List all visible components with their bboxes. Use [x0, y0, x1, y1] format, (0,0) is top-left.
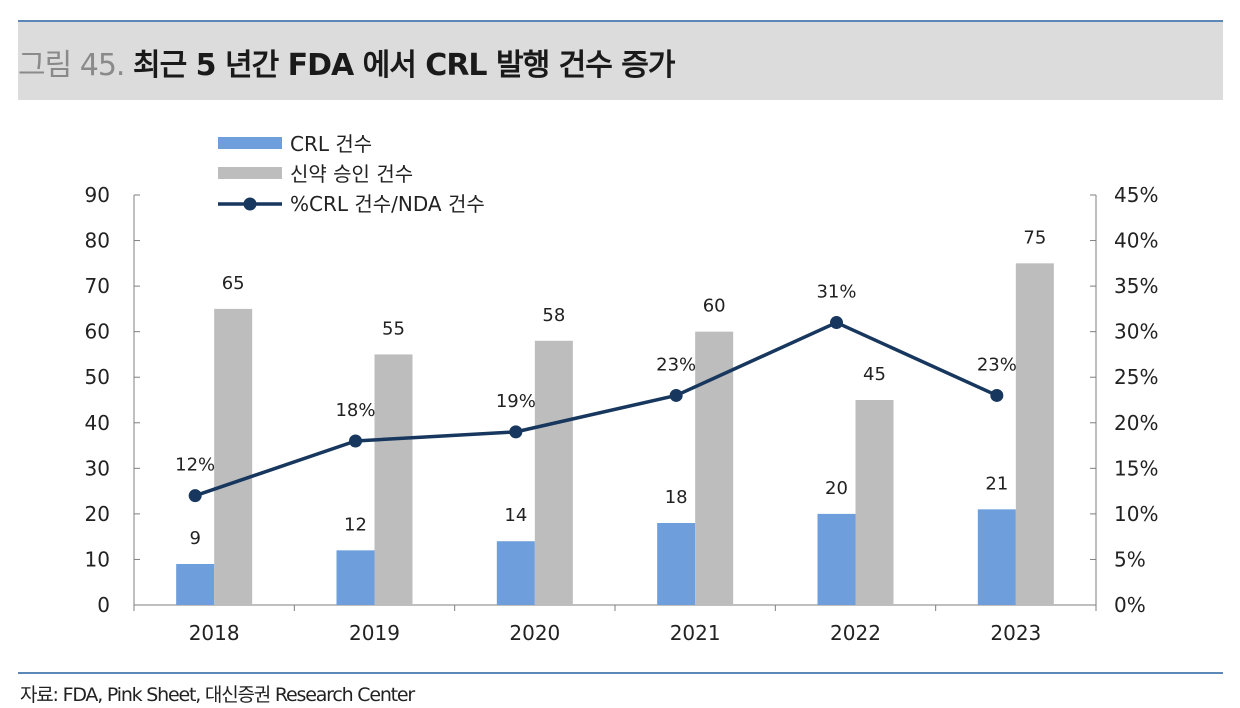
left-tick-label: 60 [85, 320, 110, 344]
x-tick-label: 2018 [189, 621, 240, 645]
crl-ratio-label: 12% [175, 455, 215, 476]
approval-bar [374, 354, 413, 605]
crl-bar-label: 9 [189, 528, 200, 549]
title-top-rule [18, 20, 1223, 22]
x-tick-label: 2022 [830, 621, 881, 645]
crl-bar-label: 20 [825, 478, 848, 499]
crl-ratio-point [349, 434, 362, 448]
legend-crl-swatch [218, 137, 282, 149]
right-tick-label: 20% [1114, 411, 1158, 435]
crl-bar-label: 14 [504, 505, 527, 526]
approval-bar-label: 58 [542, 305, 565, 326]
crl-ratio-point [830, 316, 843, 330]
crl-ratio-point [509, 425, 523, 439]
approval-bar-label: 65 [222, 273, 245, 294]
left-tick-label: 50 [85, 365, 110, 389]
figure-title-text: 최근 5 년간 FDA 에서 CRL 발행 건수 증가 [133, 48, 675, 83]
legend-ratio-marker [243, 197, 257, 211]
title-band [18, 22, 1223, 100]
source-note: 자료: FDA, Pink Sheet, 대신증권 Research Cente… [20, 684, 415, 706]
approval-bar-label: 45 [863, 364, 886, 385]
crl-ratio-label: 19% [496, 391, 536, 412]
x-tick-label: 2020 [509, 621, 560, 645]
crl-ratio-label: 23% [656, 354, 696, 375]
crl-bar-label: 12 [344, 514, 367, 535]
legend-approval-label: 신약 승인 건수 [290, 162, 413, 186]
crl-ratio-point [669, 388, 683, 402]
right-tick-label: 5% [1114, 547, 1146, 571]
crl-bar [496, 541, 535, 605]
approval-bar-label: 60 [703, 296, 726, 317]
crl-bar-label: 18 [665, 487, 688, 508]
crl-ratio-label: 31% [816, 282, 856, 303]
right-tick-label: 35% [1114, 274, 1158, 298]
left-tick-label: 80 [85, 229, 110, 253]
left-tick-label: 70 [85, 274, 110, 298]
right-tick-label: 45% [1114, 183, 1158, 207]
left-tick-label: 30 [85, 456, 110, 480]
crl-bar [657, 523, 696, 605]
crl-bar-label: 21 [985, 473, 1008, 494]
right-tick-label: 30% [1114, 320, 1158, 344]
left-tick-label: 40 [85, 411, 110, 435]
approval-bar-label: 75 [1023, 227, 1046, 248]
legend-crl-label: CRL 건수 [290, 132, 372, 156]
right-tick-label: 25% [1114, 365, 1158, 389]
x-tick-label: 2021 [670, 621, 721, 645]
crl-bar [817, 513, 856, 605]
right-tick-label: 0% [1114, 593, 1146, 617]
x-tick-label: 2019 [349, 621, 400, 645]
crl-ratio-label: 18% [335, 400, 375, 421]
crl-ratio-point [990, 388, 1004, 402]
left-tick-label: 90 [85, 183, 110, 207]
right-tick-label: 40% [1114, 229, 1158, 253]
x-tick-label: 2023 [990, 621, 1041, 645]
left-tick-label: 0 [97, 593, 110, 617]
right-tick-label: 10% [1114, 502, 1158, 526]
left-tick-label: 20 [85, 502, 110, 526]
approval-bar [855, 400, 894, 605]
figure-title: 그림 45. 최근 5 년간 FDA 에서 CRL 발행 건수 증가 [18, 40, 675, 84]
approval-bar-label: 55 [382, 318, 405, 339]
source-rule [18, 672, 1223, 674]
approval-bar [1015, 263, 1054, 605]
legend-ratio-label: %CRL 건수/NDA 건수 [290, 192, 485, 216]
crl-ratio-point [188, 489, 202, 503]
approval-bar [214, 308, 253, 605]
crl-ratio-line [194, 320, 998, 498]
crl-bar [977, 509, 1016, 605]
legend-approval-swatch [218, 167, 282, 179]
crl-ratio-label: 23% [977, 354, 1017, 375]
crl-bar [336, 550, 375, 605]
left-tick-label: 10 [85, 547, 110, 571]
crl-bar [176, 564, 215, 605]
approval-bar [534, 340, 573, 605]
figure-number: 그림 45. [18, 48, 125, 83]
right-tick-label: 15% [1114, 456, 1158, 480]
